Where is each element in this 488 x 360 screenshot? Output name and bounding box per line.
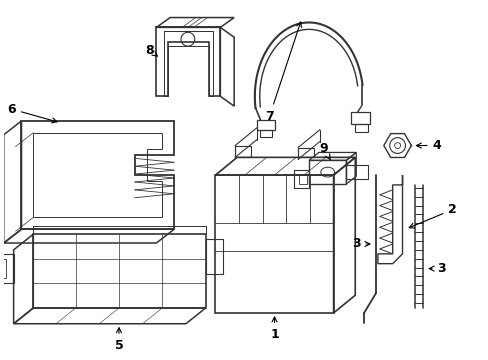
Bar — [235, 145, 250, 157]
Bar — [0, 259, 6, 278]
Bar — [0, 254, 14, 283]
Text: 1: 1 — [269, 317, 278, 341]
Text: 9: 9 — [319, 142, 330, 160]
Text: 6: 6 — [7, 103, 57, 123]
Text: 8: 8 — [145, 44, 157, 57]
Bar — [346, 165, 367, 179]
Bar — [257, 120, 275, 130]
Bar — [205, 239, 223, 274]
Text: 7: 7 — [264, 22, 301, 122]
Text: 3: 3 — [428, 262, 446, 275]
Text: 3: 3 — [351, 238, 369, 251]
Bar — [308, 160, 346, 184]
Bar — [299, 174, 306, 184]
Bar — [260, 130, 272, 138]
Bar — [350, 112, 369, 124]
Bar — [33, 234, 205, 308]
Bar — [354, 124, 367, 132]
Text: 5: 5 — [114, 328, 123, 352]
Bar — [294, 170, 308, 188]
Bar — [298, 148, 313, 157]
Text: 4: 4 — [416, 139, 441, 152]
Text: 2: 2 — [408, 203, 456, 228]
Bar — [215, 175, 333, 313]
